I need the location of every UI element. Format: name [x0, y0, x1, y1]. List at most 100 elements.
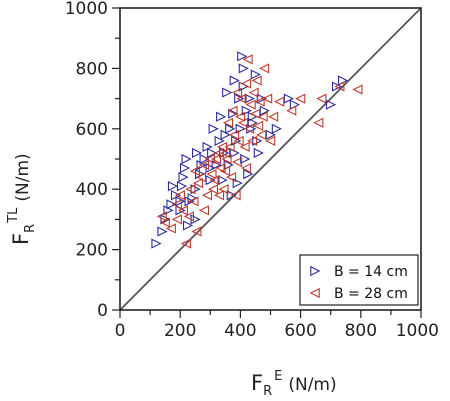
- data-point-b28: [242, 54, 253, 65]
- x-axis-label-sub: R: [263, 384, 272, 399]
- data-point-b28: [206, 169, 217, 180]
- data-point-b28: [274, 96, 285, 107]
- data-point-b28: [222, 117, 234, 128]
- y-axis-label-main: F: [9, 233, 33, 245]
- svg-text:FRE(N/m): FRE (N/m): [251, 369, 337, 399]
- svg-text:FRTL(N/m): FRTL (N/m): [6, 153, 38, 245]
- data-point-b28: [195, 172, 207, 183]
- y-axis-label-sub: R: [23, 224, 38, 233]
- y-tick-label: 1000: [65, 0, 108, 19]
- data-point-b28: [253, 120, 264, 131]
- data-point-b14: [229, 75, 240, 86]
- y-tick-label: 200: [76, 241, 108, 261]
- legend-label-b28: B = 28 cm: [334, 286, 408, 302]
- data-point-b14: [208, 123, 219, 134]
- data-point-b28: [262, 93, 273, 104]
- data-point-b14: [231, 135, 242, 146]
- data-point-b14: [228, 108, 239, 119]
- plot-frame: [119, 7, 422, 311]
- data-point-b14: [232, 178, 243, 189]
- data-point-b14: [176, 181, 188, 192]
- data-point-b14: [250, 69, 261, 80]
- data-point-b14: [256, 93, 267, 104]
- data-point-b14: [225, 123, 236, 134]
- data-point-b28: [240, 78, 252, 89]
- data-point-b28: [227, 105, 238, 116]
- data-point-b28: [215, 162, 226, 174]
- data-point-b28: [313, 117, 324, 128]
- data-point-b28: [240, 162, 252, 174]
- y-axis-label: FRTL (N/m): [6, 153, 38, 245]
- x-tick-label: 600: [284, 321, 316, 341]
- tick-labels: 0 200 400 600 800 1000 0 200 400 600 800 1000: [65, 0, 439, 341]
- data-point-b14: [265, 129, 276, 140]
- data-point-b14: [271, 123, 282, 134]
- data-point-b14: [238, 63, 249, 74]
- data-point-b14: [192, 147, 203, 159]
- data-point-b28: [248, 87, 259, 98]
- data-point-b14: [243, 169, 254, 180]
- data-point-b14: [211, 159, 222, 171]
- y-tick-label: 0: [97, 301, 108, 321]
- data-point-b28: [165, 223, 176, 234]
- data-point-b28: [188, 196, 199, 207]
- x-tick-label: 1000: [396, 321, 439, 341]
- x-axis-label-unit: (N/m): [288, 375, 336, 395]
- data-point-b28: [210, 153, 222, 165]
- data-point-b14: [217, 175, 228, 186]
- data-point-b14: [244, 93, 255, 104]
- data-point-b14: [325, 99, 337, 110]
- y-tick-label: 400: [76, 180, 108, 200]
- data-point-b28: [256, 129, 267, 140]
- data-point-b28: [198, 205, 210, 216]
- data-point-b28: [231, 156, 243, 168]
- data-point-b14: [167, 181, 179, 192]
- data-point-b14: [181, 153, 192, 165]
- data-point-b28: [251, 75, 262, 86]
- data-point-b28: [174, 190, 185, 201]
- data-point-b14: [331, 81, 343, 92]
- data-point-b28: [237, 117, 249, 128]
- data-point-b14: [179, 162, 191, 174]
- data-point-b28: [239, 141, 250, 153]
- data-point-b14: [160, 214, 171, 225]
- data-point-b14: [216, 111, 227, 122]
- x-tick-label: 200: [164, 321, 196, 341]
- data-point-b28: [286, 105, 297, 116]
- data-point-b14: [178, 172, 189, 183]
- data-point-b28: [247, 135, 258, 146]
- y-tick-label: 800: [76, 59, 108, 79]
- y-axis-label-sup: TL: [6, 207, 21, 224]
- data-point-b28: [198, 159, 210, 171]
- data-point-b28: [228, 129, 240, 140]
- data-point-b28: [177, 205, 188, 216]
- data-point-b28: [171, 199, 182, 210]
- data-point-b14: [157, 226, 168, 237]
- x-axis-label-sup: E: [274, 369, 282, 384]
- data-point-b28: [316, 93, 327, 104]
- data-point-b14: [207, 147, 218, 159]
- data-point-b28: [225, 172, 237, 183]
- data-point-b28: [245, 99, 256, 110]
- data-point-b28: [219, 165, 231, 177]
- data-points: [151, 51, 363, 249]
- data-point-b28: [250, 108, 261, 119]
- data-point-b14: [151, 238, 162, 249]
- data-point-b28: [254, 96, 265, 107]
- data-point-b28: [207, 184, 219, 195]
- legend-marker-b28: [309, 287, 320, 299]
- legend-marker-b14: [310, 265, 321, 277]
- data-point-b28: [204, 153, 216, 165]
- data-point-b28: [231, 87, 243, 98]
- data-point-b14: [253, 147, 264, 159]
- y-tick-label: 600: [76, 120, 108, 140]
- data-point-b28: [192, 178, 204, 189]
- x-axis-label-main: F: [251, 371, 263, 395]
- data-point-b14: [199, 153, 210, 165]
- data-point-b14: [234, 93, 245, 104]
- data-point-b28: [213, 190, 225, 201]
- data-point-b28: [334, 81, 345, 92]
- data-point-b28: [230, 190, 241, 201]
- x-tick-label: 400: [224, 321, 256, 341]
- data-point-b14: [190, 214, 201, 225]
